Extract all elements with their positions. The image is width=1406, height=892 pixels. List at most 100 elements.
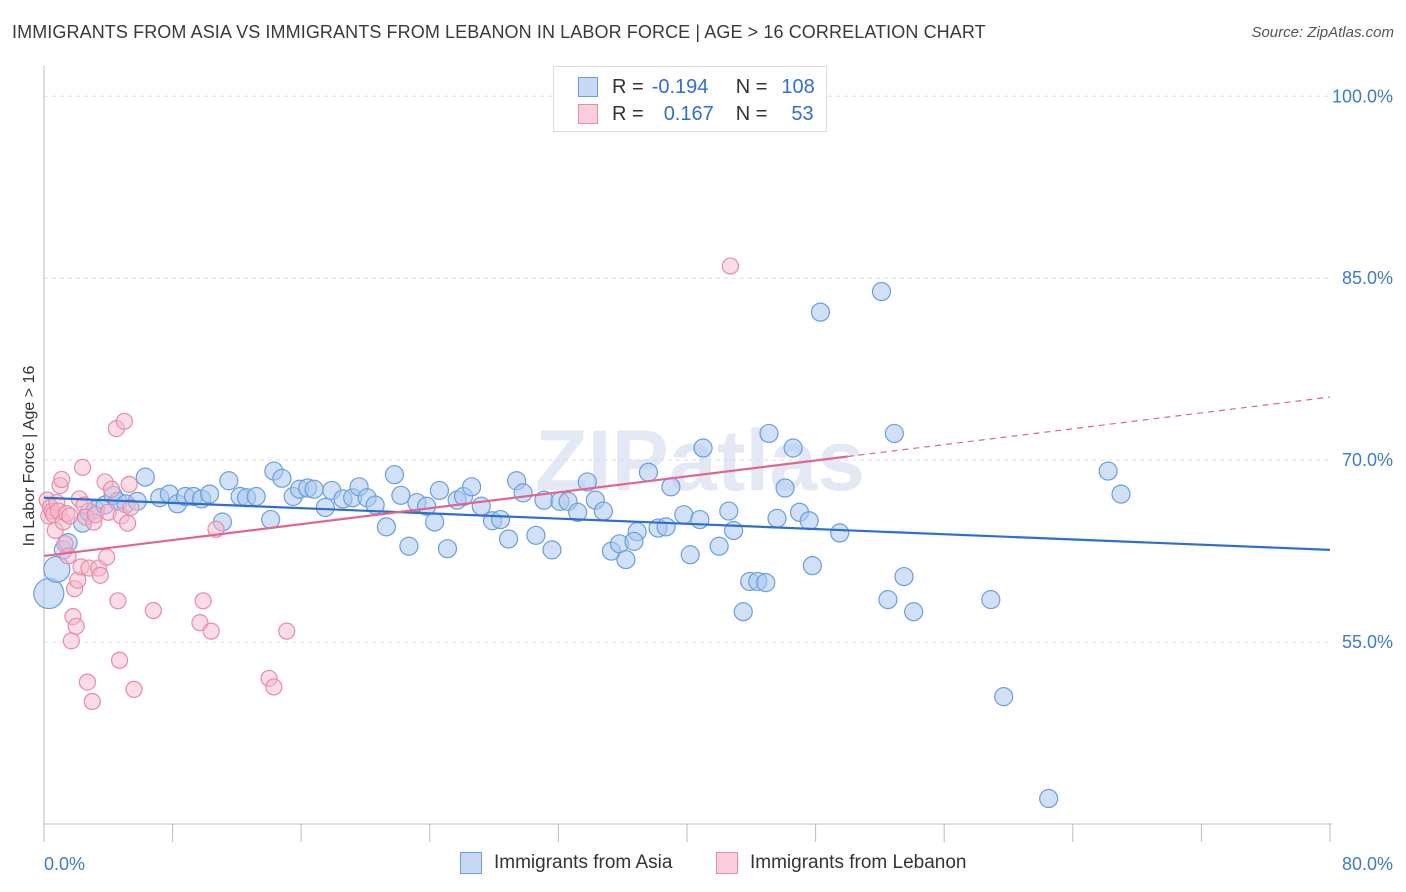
point-asia [724,520,744,541]
x-tick-labels: 0.0% 80.0% [44,854,1393,874]
legend-swatch-asia [460,852,482,874]
point-asia [304,479,324,499]
point-asia [272,468,292,488]
legend-swatch-lebanon [716,852,738,874]
series-lebanon-points [38,257,740,711]
point-asia [656,517,676,537]
legend-item-asia: Immigrants from Asia [460,852,672,874]
legend-n-label: N = [735,75,768,98]
point-lebanon [118,514,137,532]
point-lebanon [122,498,140,517]
point-lebanon [83,692,101,711]
point-asia [810,302,831,322]
point-asia [471,496,491,516]
point-asia [756,573,776,593]
point-asia [830,523,850,543]
point-asia [638,462,659,482]
point-asia [513,483,533,503]
point-asia [461,477,482,497]
legend-row-asia: R = -0.194 N = 108 [578,75,815,99]
point-asia [680,545,700,565]
legend-swatch-asia [578,77,598,97]
y-tick-label: 85.0% [1342,268,1393,288]
trend-lines [43,396,1331,558]
legend-label-lebanon: Immigrants from Lebanon [750,852,967,873]
point-lebanon [265,678,283,696]
series-asia-points [33,281,1131,809]
point-asia [624,531,644,551]
point-asia [376,517,396,537]
source-credit: Source: ZipAtlas.com [1251,24,1394,41]
point-lebanon [102,480,121,498]
x-tick-label: 80.0% [1342,854,1393,874]
point-asia [674,505,694,525]
point-asia [1098,461,1118,481]
point-asia [759,423,779,444]
point-asia [709,536,729,556]
point-asia [593,501,614,521]
point-lebanon [98,548,116,566]
point-asia [33,577,65,610]
point-lebanon [115,412,133,430]
point-lebanon [59,547,77,565]
y-tick-label: 55.0% [1342,632,1393,652]
point-asia [733,602,753,622]
point-asia [693,438,713,458]
legend-label-asia: Immigrants from Asia [494,852,673,873]
y-tick-labels: 55.0% 70.0% 85.0% 100.0% [1332,86,1393,652]
point-asia [775,478,795,498]
point-asia [690,509,710,530]
point-asia [577,472,597,492]
point-asia [568,502,588,522]
point-lebanon [144,601,162,620]
legend-r-label: R = [612,102,644,125]
legend-swatch-lebanon [578,104,598,124]
y-tick-label: 70.0% [1342,450,1393,470]
trend-line-lebanon [43,455,848,558]
point-lebanon [61,507,79,525]
point-lebanon [67,617,85,635]
point-lebanon [62,632,80,650]
point-asia [429,480,450,501]
point-asia [135,467,155,487]
point-lebanon [110,651,129,669]
legend-n-value: 108 [781,75,815,98]
point-lebanon [120,475,138,493]
point-lebanon [278,622,296,640]
legend-r-value: 0.167 [663,102,714,125]
point-asia [981,590,1001,610]
point-lebanon [194,592,212,610]
point-asia [399,536,419,556]
point-lebanon [109,592,127,610]
point-lebanon [73,458,92,477]
point-lebanon [53,470,71,489]
point-asia [719,501,739,521]
point-asia [871,281,892,302]
point-asia [994,687,1014,707]
point-lebanon [125,680,143,698]
point-asia [783,438,803,458]
legend-row-lebanon: R = 0.167 N = 53 [578,102,814,126]
point-asia [498,529,519,549]
point-asia [425,512,445,532]
legend-n-value: 53 [791,102,814,125]
point-asia [261,509,281,530]
x-tick-label: 0.0% [44,854,85,874]
point-asia [1111,484,1131,504]
point-asia [219,471,239,491]
point-asia [616,549,636,570]
legend-item-lebanon: Immigrants from Lebanon [716,852,967,874]
point-asia [542,540,562,560]
point-lebanon [721,257,740,275]
point-asia [437,539,458,559]
point-asia [490,509,511,530]
point-asia [1039,788,1059,809]
trend-line-lebanon-extension [847,396,1331,458]
point-asia [884,423,904,444]
y-axis-label: In Labor Force | Age > 16 [21,366,38,547]
point-asia [416,496,437,516]
y-tick-label: 100.0% [1332,86,1393,106]
point-asia [391,485,411,505]
point-asia [904,602,924,622]
